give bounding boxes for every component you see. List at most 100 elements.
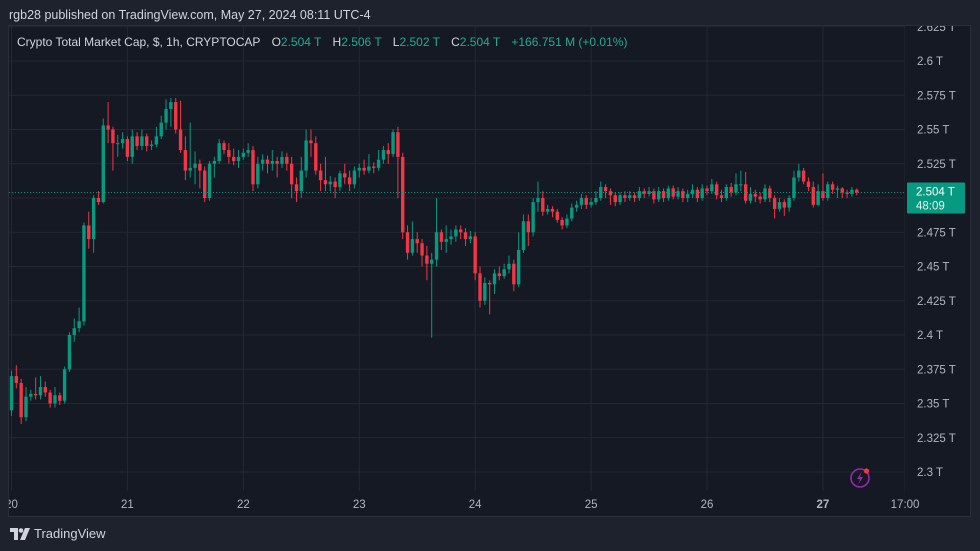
candle bbox=[536, 181, 540, 212]
candle-body bbox=[87, 225, 91, 240]
candle-body bbox=[270, 161, 275, 164]
candle-body bbox=[203, 170, 207, 198]
candle-body bbox=[183, 150, 188, 171]
candle bbox=[550, 206, 555, 218]
candle-body bbox=[579, 198, 584, 205]
candle bbox=[666, 185, 671, 201]
candle bbox=[463, 228, 468, 246]
candle-body bbox=[690, 189, 695, 194]
candle-body bbox=[855, 189, 859, 193]
candle bbox=[410, 221, 415, 256]
candle-body bbox=[550, 208, 555, 212]
candle bbox=[531, 198, 535, 237]
candle bbox=[608, 188, 613, 205]
candle-body bbox=[594, 198, 598, 203]
candle-body bbox=[19, 382, 23, 418]
candle bbox=[251, 145, 255, 192]
candle bbox=[62, 366, 67, 404]
candle-body bbox=[256, 163, 260, 185]
candle bbox=[236, 150, 241, 168]
footer-brand[interactable]: TradingView bbox=[10, 526, 106, 541]
candle-body bbox=[77, 321, 81, 329]
candle bbox=[618, 192, 622, 205]
candle-body bbox=[285, 156, 289, 164]
candle bbox=[487, 280, 492, 315]
lightning-icon[interactable] bbox=[850, 468, 870, 488]
candle-body bbox=[367, 166, 371, 171]
candle bbox=[38, 376, 43, 400]
price-tick-label: 2.425 T bbox=[917, 296, 956, 308]
candle bbox=[830, 181, 835, 194]
candle bbox=[458, 225, 463, 240]
candle bbox=[231, 148, 236, 166]
candle bbox=[821, 173, 825, 201]
candle bbox=[19, 378, 23, 425]
low-value: 2.502 T bbox=[399, 35, 440, 49]
price-tick-label: 2.45 T bbox=[917, 262, 949, 274]
time-tick-label: 22 bbox=[237, 499, 250, 511]
candle bbox=[174, 97, 178, 134]
candle-body bbox=[521, 221, 526, 251]
candle-body bbox=[91, 198, 96, 240]
candle-body bbox=[62, 369, 67, 401]
candle bbox=[420, 239, 424, 267]
candle bbox=[29, 389, 33, 401]
candle bbox=[318, 163, 323, 192]
candle bbox=[483, 277, 487, 305]
candle bbox=[642, 188, 646, 198]
candle bbox=[579, 193, 584, 209]
chart-panel[interactable] bbox=[8, 25, 971, 517]
price-axis: 2.3 T 2.325 T 2.35 T 2.375 T 2.4 T 2.425 T 2.4… bbox=[917, 26, 956, 479]
candle-body bbox=[328, 181, 332, 185]
candle bbox=[570, 203, 574, 222]
candle-body bbox=[753, 193, 758, 197]
candle bbox=[492, 269, 497, 294]
candle bbox=[314, 136, 318, 175]
candle-body bbox=[169, 102, 173, 109]
candle-body bbox=[386, 150, 390, 155]
price-tick-label: 2.55 T bbox=[917, 125, 949, 137]
candle bbox=[149, 140, 154, 151]
candle bbox=[294, 177, 299, 203]
candle-body bbox=[830, 184, 835, 190]
candle-body bbox=[454, 229, 458, 237]
candle-body bbox=[642, 191, 646, 194]
open-label: O bbox=[271, 35, 281, 49]
candle bbox=[367, 154, 371, 174]
candle bbox=[154, 126, 159, 148]
candle-body bbox=[487, 282, 492, 285]
candle bbox=[217, 139, 221, 164]
time-axis: 20 21 22 23 24 25 26 27 17:00 bbox=[5, 499, 919, 511]
candle bbox=[212, 156, 217, 178]
candle bbox=[671, 185, 675, 200]
candle-body bbox=[835, 188, 840, 190]
candle bbox=[652, 188, 656, 204]
candle-body bbox=[154, 136, 159, 145]
candle-body bbox=[671, 188, 675, 197]
candle-body bbox=[227, 150, 231, 157]
change-value: +166.751 M (+0.01%) bbox=[511, 35, 628, 49]
candle bbox=[603, 184, 608, 198]
candle-body bbox=[425, 255, 429, 264]
candle-body bbox=[33, 393, 38, 396]
low-label: L bbox=[392, 35, 400, 49]
candle bbox=[743, 171, 748, 204]
candle-body bbox=[516, 250, 521, 285]
candle-body bbox=[212, 161, 217, 164]
price-tick-label: 2.475 T bbox=[917, 227, 956, 239]
candle bbox=[265, 155, 270, 174]
candle-body bbox=[584, 198, 588, 205]
candle-body bbox=[681, 191, 685, 198]
candle-body bbox=[483, 282, 487, 301]
time-tick-label: 20 bbox=[5, 499, 18, 511]
candle-body bbox=[661, 191, 666, 198]
candle bbox=[444, 225, 448, 253]
candle bbox=[116, 134, 120, 157]
candle bbox=[811, 181, 815, 208]
candle-body bbox=[565, 218, 569, 226]
candle-body bbox=[463, 232, 468, 240]
candle bbox=[169, 97, 173, 127]
candle bbox=[772, 195, 777, 219]
grid bbox=[9, 26, 905, 491]
